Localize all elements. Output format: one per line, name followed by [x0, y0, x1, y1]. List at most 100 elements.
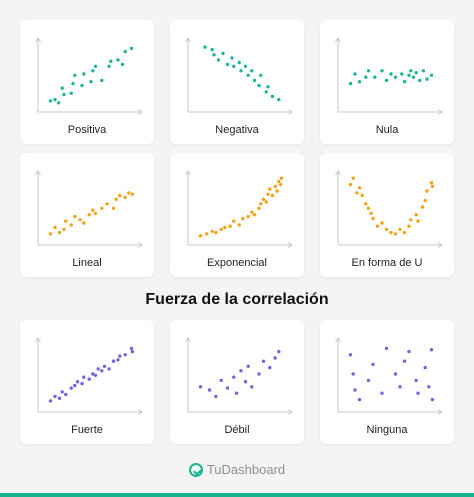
scatter-point [351, 372, 355, 376]
scatter-point [409, 218, 413, 222]
y-axis-arrow [185, 337, 191, 343]
scatter-point [123, 49, 127, 54]
scatter-point [266, 85, 270, 89]
scatter-point [373, 75, 377, 79]
scatter-point [364, 75, 368, 79]
scatter-point [232, 64, 236, 68]
scatter-point [212, 53, 216, 57]
scatter-point [364, 202, 368, 206]
scatter-point [232, 219, 236, 223]
scatter-point [407, 224, 411, 228]
scatter-point [243, 380, 248, 384]
scatter-point [91, 208, 95, 212]
scatter-point [268, 365, 272, 370]
scatter-point [277, 97, 281, 102]
y-axis-arrow [185, 37, 191, 43]
scatter-plot-exponencial [185, 170, 293, 248]
scatter-point [246, 73, 250, 77]
y-axis-arrow [35, 37, 41, 43]
scatter-point [279, 176, 284, 180]
scatter-point [252, 213, 257, 217]
scatter-point [89, 80, 93, 84]
scatter-point [393, 372, 398, 376]
chart-label-debil: Débil [224, 424, 250, 436]
chart-card-fuerte: Fuerte [20, 320, 154, 444]
axis-lines [37, 171, 142, 246]
scatter-point [348, 353, 353, 357]
scatter-point [425, 189, 429, 193]
scatter-point [100, 369, 104, 373]
axis-lines [337, 338, 442, 413]
x-axis-arrow [137, 409, 143, 415]
chart-card-lineal: Lineal [20, 153, 154, 277]
scatter-point [371, 362, 375, 367]
chart-label-en-forma-de-u: En forma de U [351, 257, 423, 269]
scatter-point [207, 388, 212, 392]
scatter-point [429, 181, 434, 185]
scatter-point [407, 73, 411, 77]
scatter-point [407, 349, 411, 354]
scatter-point [100, 78, 104, 83]
scatter-point [205, 232, 209, 236]
scatter-point [351, 176, 355, 180]
scatter-point [214, 394, 218, 399]
scatter-point [418, 78, 422, 83]
scatter-point [384, 227, 389, 232]
scatter-point [348, 182, 353, 187]
chart-label-exponencial: Exponencial [207, 257, 267, 269]
scatter-point [257, 372, 261, 376]
scatter-point [210, 48, 214, 52]
chart-card-en-forma-de-u: En forma de U [320, 153, 454, 277]
scatter-point [268, 187, 272, 191]
scatter-point [87, 377, 91, 381]
scatter-point [230, 56, 234, 60]
scatter-point [234, 391, 239, 395]
scatter-point [82, 375, 86, 379]
scatter-point [421, 69, 426, 73]
tudashboard-logo-icon [188, 462, 203, 477]
scatter-point [393, 75, 398, 79]
scatter-point [107, 367, 111, 371]
scatter-point [237, 60, 241, 65]
scatter-point [53, 394, 57, 399]
scatter-point [62, 227, 66, 232]
scatter-point [257, 83, 261, 88]
scatter-point [402, 80, 407, 84]
scatter-plot-lineal [35, 170, 143, 248]
axis-lines [187, 338, 292, 413]
scatter-point [252, 78, 257, 83]
chart-card-positiva: Positiva [20, 20, 154, 144]
scatter-point [100, 206, 104, 210]
scatter-point [93, 64, 98, 68]
scatter-point [53, 225, 57, 230]
scatter-point [93, 373, 98, 377]
chart-label-ninguna: Ninguna [366, 424, 408, 436]
chart-label-positiva: Positiva [67, 124, 107, 136]
brand-name: TuDashboard [206, 462, 286, 477]
scatter-point [203, 45, 207, 49]
scatter-point [64, 392, 68, 397]
scatter-point [219, 378, 223, 383]
scatter-point [250, 385, 254, 389]
scatter-point [107, 64, 111, 68]
scatter-point [416, 391, 420, 395]
scatter-point [425, 77, 429, 81]
scatter-point [130, 192, 135, 196]
scatter-point [389, 72, 393, 76]
scatter-point [57, 396, 62, 400]
scatter-point [402, 230, 407, 235]
scatter-point [48, 399, 53, 403]
scatter-point [80, 83, 84, 88]
x-axis-arrow [137, 109, 143, 115]
axis-lines [37, 38, 142, 113]
scatter-point [221, 51, 225, 56]
scatter-point [384, 346, 389, 351]
scatter-point [273, 356, 277, 360]
scatter-point [261, 359, 266, 363]
scatter-point [430, 184, 435, 189]
scatter-point [91, 69, 95, 73]
y-axis-arrow [335, 337, 341, 343]
scatter-point [225, 62, 230, 67]
scatter-point [123, 195, 127, 200]
x-axis-arrow [437, 242, 443, 248]
